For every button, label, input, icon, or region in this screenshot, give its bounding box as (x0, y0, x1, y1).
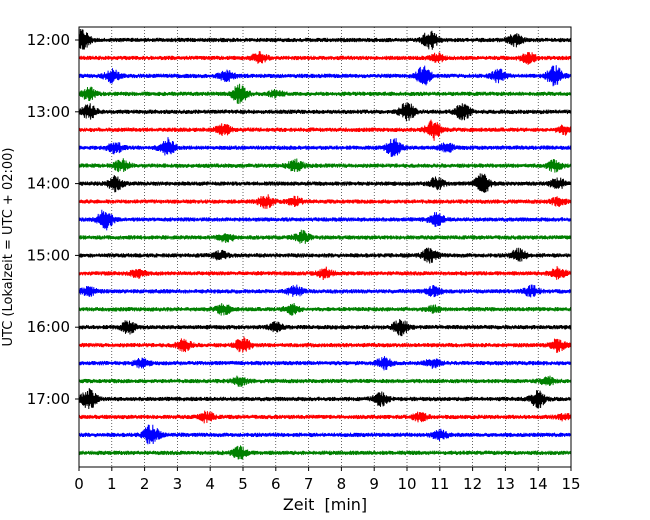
x-tick-label: 12 (463, 475, 482, 493)
trace-line (78, 158, 572, 173)
trace-line (78, 229, 572, 244)
trace-line (78, 266, 572, 281)
grid-lines (111, 27, 539, 467)
x-tick-label: 15 (561, 475, 580, 493)
x-tick-label: 1 (107, 475, 117, 493)
trace-line (78, 65, 572, 87)
x-tick-label: 4 (205, 475, 215, 493)
y-tick-label: 14:00 (27, 175, 70, 193)
x-tick-label: 10 (397, 475, 416, 493)
y-axis: 12:00 13:00 14:00 15:00 16:00 17:00 (27, 31, 79, 408)
y-tick-label: 15:00 (27, 246, 70, 264)
trace-line (78, 83, 572, 105)
plot-frame (78, 26, 572, 468)
trace-line (78, 102, 572, 122)
trace-line (78, 173, 572, 193)
y-axis-label: UTC (Lokalzeit = UTC + 02:00) (1, 148, 16, 347)
trace-line (78, 119, 572, 141)
trace-line (78, 51, 572, 65)
x-axis-label: Zeit [min] (283, 495, 367, 514)
x-tick-label: 6 (271, 475, 281, 493)
trace-line (78, 388, 572, 410)
x-tick-label: 13 (496, 475, 515, 493)
x-tick-label: 11 (430, 475, 449, 493)
traces-layer (78, 28, 572, 460)
y-tick-label: 16:00 (27, 318, 70, 336)
x-tick-label: 7 (304, 475, 314, 493)
trace-line (78, 445, 572, 460)
trace-line (78, 247, 572, 264)
x-tick-label: 8 (337, 475, 347, 493)
trace-line (78, 356, 572, 371)
trace-line (78, 410, 572, 424)
trace-line (78, 318, 572, 337)
trace-line (78, 284, 572, 298)
trace-line (78, 336, 572, 353)
y-tick-label: 13:00 (27, 103, 70, 121)
trace-line (78, 302, 572, 316)
trace-line (78, 28, 572, 50)
trace-line (78, 375, 572, 387)
x-tick-label: 9 (369, 475, 379, 493)
plot-background (79, 27, 571, 467)
x-tick-label: 0 (74, 475, 84, 493)
trace-line (78, 194, 572, 209)
x-axis: 0 1 2 3 4 5 6 7 8 9 10 11 12 13 14 15 (74, 467, 581, 493)
x-tick-label: 14 (529, 475, 548, 493)
x-tick-label: 2 (140, 475, 150, 493)
y-tick-label: 17:00 (27, 390, 70, 408)
x-tick-label: 5 (238, 475, 248, 493)
x-tick-label: 3 (173, 475, 183, 493)
trace-line (78, 137, 572, 157)
trace-line (78, 209, 572, 231)
y-tick-label: 12:00 (27, 31, 70, 49)
trace-line (78, 424, 572, 445)
